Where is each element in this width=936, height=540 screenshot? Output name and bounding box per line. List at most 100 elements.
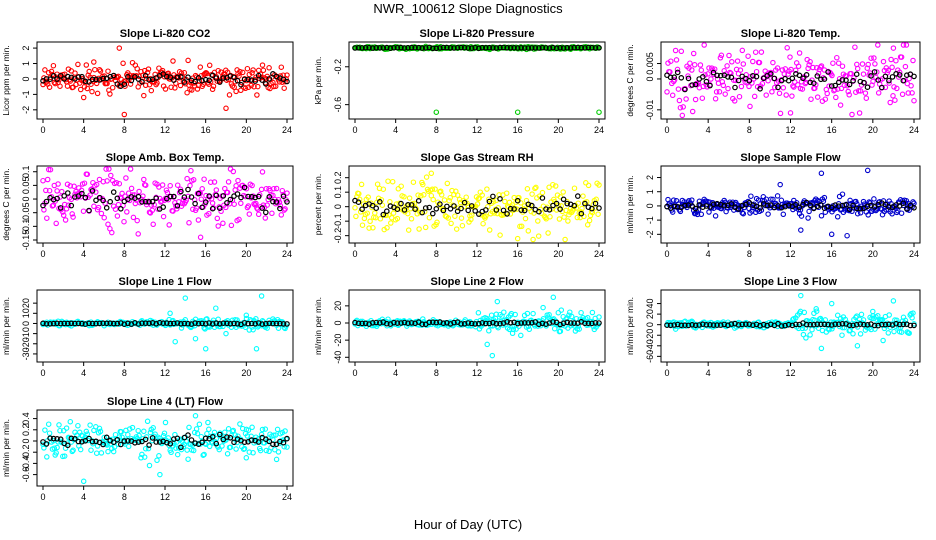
data-point	[249, 70, 255, 76]
reference-point	[528, 319, 535, 326]
data-point	[83, 62, 90, 68]
data-point	[894, 317, 900, 324]
reference-point	[255, 72, 262, 79]
reference-point	[213, 75, 220, 81]
data-point	[675, 86, 682, 92]
reference-point	[871, 69, 878, 75]
reference-point	[135, 321, 142, 327]
reference-point	[231, 74, 237, 81]
data-point	[223, 330, 229, 337]
y-tick-label: -2	[645, 230, 655, 238]
reference-point	[202, 199, 209, 205]
data-point	[273, 456, 280, 463]
data-point	[272, 432, 279, 438]
reference-point	[835, 203, 842, 210]
panel-title: Slope Line 4 (LT) Flow	[107, 396, 223, 408]
data-point	[174, 206, 180, 212]
data-point	[365, 194, 371, 200]
data-point	[194, 430, 201, 437]
y-tick-label: 0.1	[333, 186, 343, 199]
reference-point	[685, 202, 692, 208]
reference-point	[171, 436, 177, 442]
data-point	[418, 193, 424, 199]
data-point	[783, 92, 789, 98]
data-point	[486, 196, 492, 202]
data-point	[854, 313, 860, 319]
reference-point	[839, 202, 846, 209]
reference-point	[192, 320, 198, 326]
y-tick-label: 0.005	[645, 52, 655, 75]
reference-point	[40, 202, 46, 209]
data-point	[746, 83, 752, 90]
reference-point	[472, 321, 479, 327]
panel-title: Slope Amb. Box Temp.	[106, 152, 225, 164]
data-point	[833, 94, 839, 101]
reference-point	[465, 45, 472, 51]
data-point	[535, 218, 541, 224]
reference-point	[875, 77, 882, 83]
data-point	[868, 55, 874, 61]
data-point	[101, 214, 107, 221]
data-point	[195, 217, 202, 223]
data-point	[138, 455, 144, 461]
data-point	[698, 211, 705, 218]
reference-point	[839, 320, 846, 327]
reference-point	[532, 45, 539, 51]
data-point	[870, 308, 876, 315]
reference-point	[461, 44, 468, 51]
data-point	[759, 80, 766, 87]
reference-point	[814, 73, 821, 79]
data-point	[836, 76, 843, 82]
data-point	[778, 197, 785, 204]
y-axis-label: ml/min per min.	[313, 297, 323, 355]
y-tick-label: 0	[645, 322, 655, 327]
data-point	[506, 326, 513, 333]
reference-point	[440, 207, 447, 214]
reference-point	[803, 321, 810, 328]
reference-point	[220, 320, 227, 327]
y-tick-label: 0	[645, 76, 655, 81]
data-point	[105, 448, 111, 455]
reference-point	[468, 203, 475, 209]
data-point	[106, 166, 112, 172]
reference-point	[252, 320, 259, 327]
y-tick-label: -10	[21, 327, 31, 340]
data-point	[689, 67, 695, 73]
data-point	[763, 92, 769, 98]
reference-point	[911, 205, 917, 211]
y-tick-label: 0.4	[21, 412, 31, 425]
data-point	[125, 443, 132, 450]
data-point	[410, 179, 417, 185]
reference-point	[185, 74, 191, 81]
data-point	[44, 215, 50, 221]
reference-point	[828, 322, 835, 328]
data-point	[398, 183, 404, 189]
data-point	[250, 326, 256, 333]
data-point	[828, 231, 835, 238]
data-point	[736, 93, 743, 100]
data-point	[567, 309, 573, 315]
reference-point	[65, 442, 71, 449]
reference-point	[220, 75, 227, 81]
data-point	[48, 68, 55, 75]
reference-point	[710, 322, 717, 328]
data-point	[865, 212, 871, 218]
reference-point	[164, 320, 170, 326]
data-point	[93, 181, 100, 188]
x-tick-label: 0	[40, 368, 45, 378]
data-point	[900, 42, 907, 48]
reference-point	[878, 84, 885, 91]
reference-point	[689, 82, 695, 88]
reference-point	[156, 319, 163, 326]
reference-point	[255, 193, 262, 200]
data-point	[65, 202, 72, 209]
panel-3: Slope Li-820 Temp. degrees C per min. -0.0…	[625, 28, 921, 135]
data-point	[121, 218, 127, 225]
reference-point	[482, 320, 489, 327]
data-point	[580, 193, 586, 199]
data-point	[770, 59, 776, 66]
reference-point	[61, 193, 67, 199]
reference-point	[50, 435, 57, 442]
reference-point	[497, 196, 503, 202]
data-point	[674, 66, 681, 73]
